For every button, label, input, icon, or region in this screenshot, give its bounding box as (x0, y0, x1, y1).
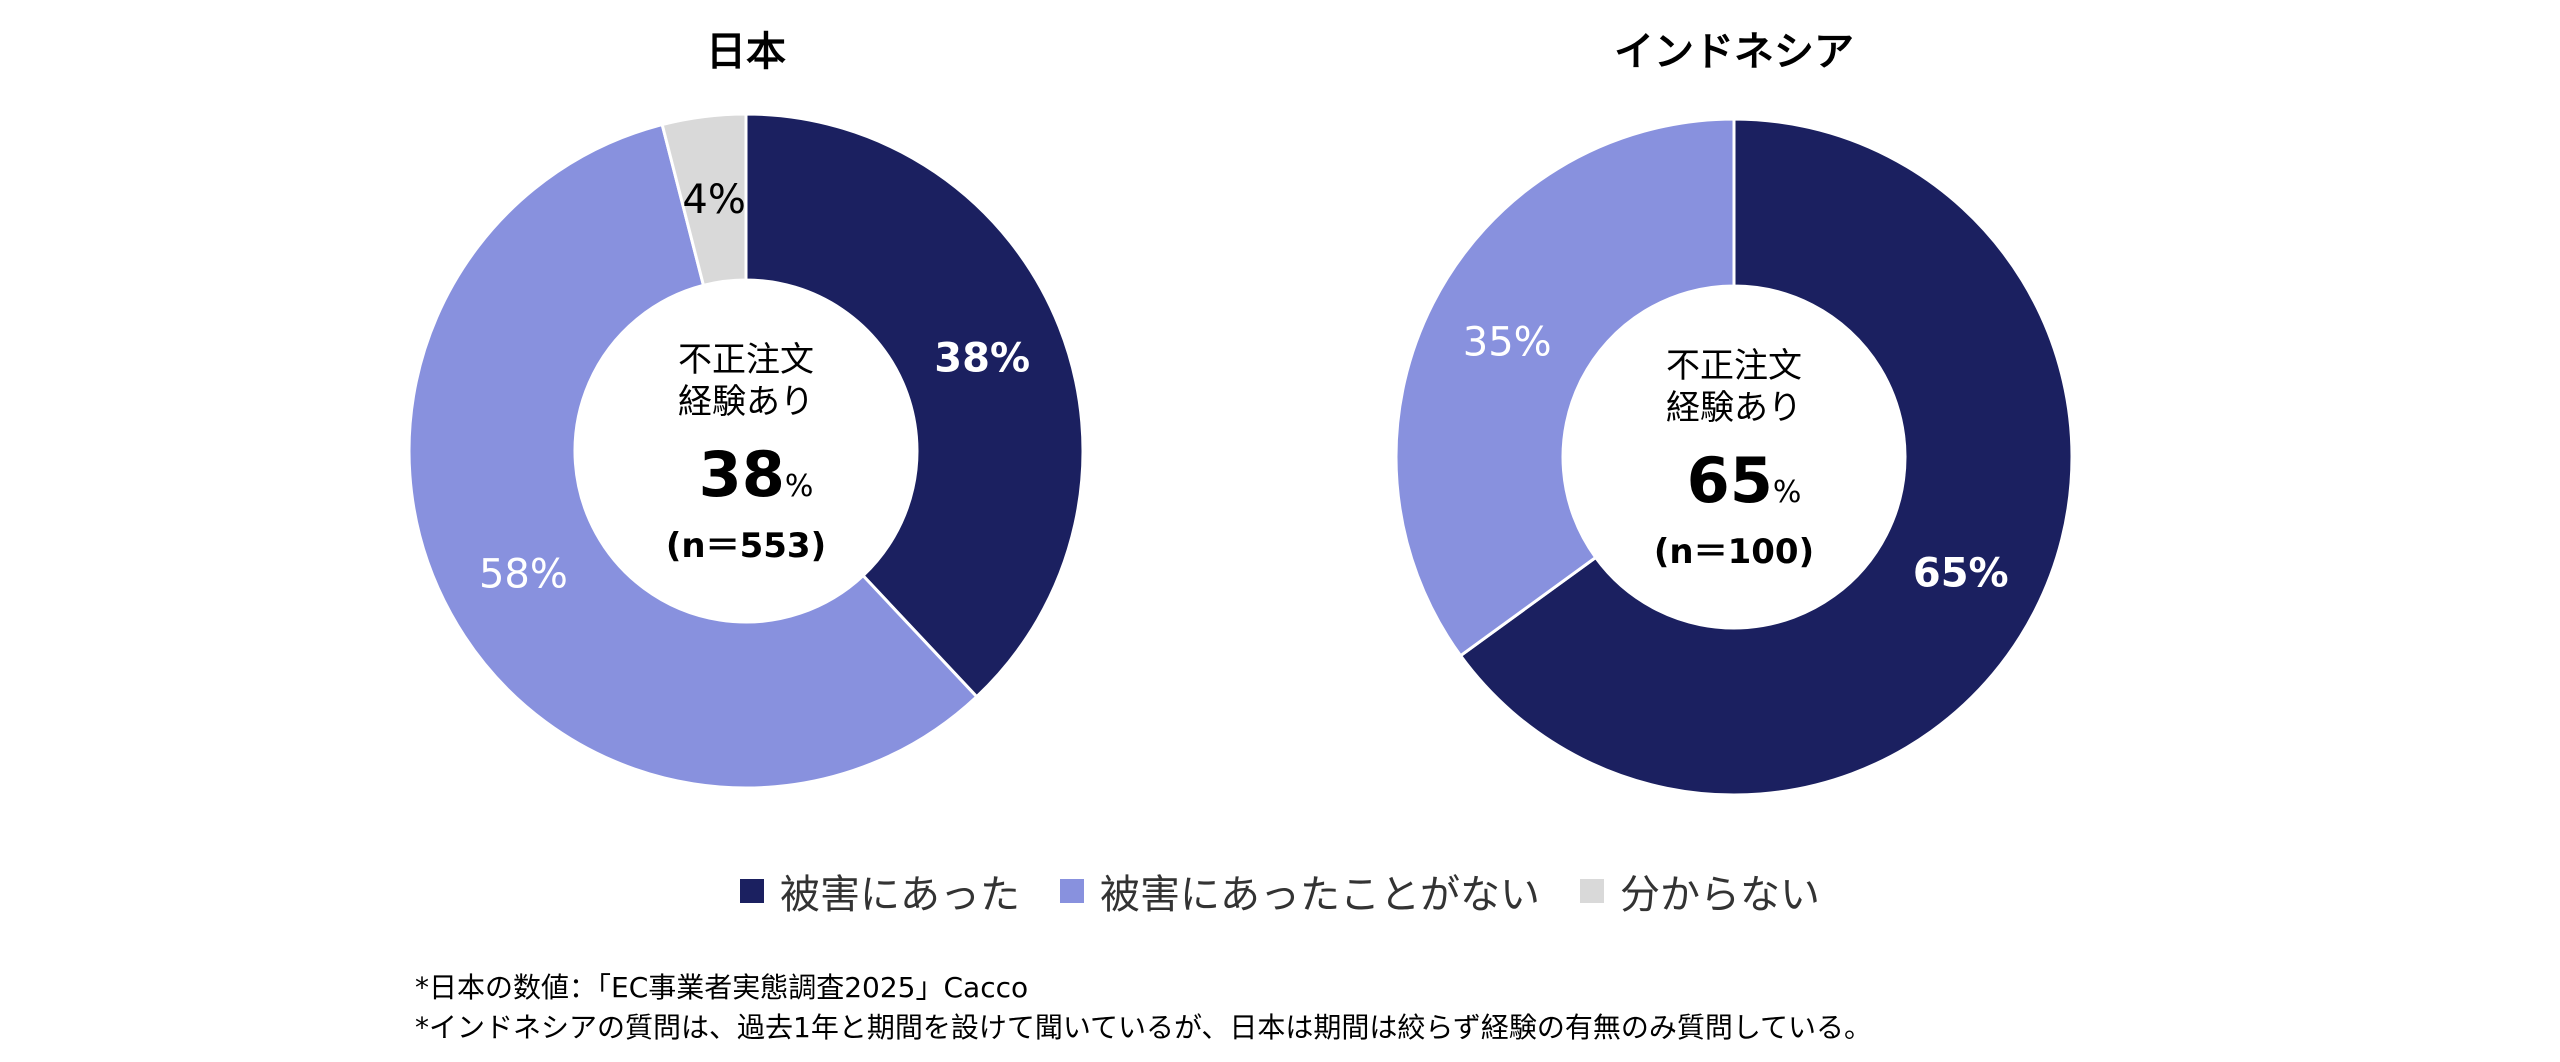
footnote: *日本の数値：「EC事業者実態調査2025」Cacco (415, 971, 1029, 1004)
legend-item-damaged: 被害にあった (740, 862, 1020, 920)
footnote: *インドネシアの質問は、過去1年と期間を設けて聞いているが、日本は期間は絞らず経… (415, 1011, 1873, 1044)
data-label: 58% (479, 551, 568, 597)
center-label: 不正注文 (1666, 346, 1802, 386)
donut-slice (744, 112, 1085, 699)
donut-slice (660, 112, 748, 288)
center-value-unit: % (1773, 475, 1802, 510)
chart-title: インドネシア (1614, 29, 1854, 75)
legend-swatch (1580, 879, 1604, 903)
sample-size: (n＝553) (666, 526, 826, 566)
center-label: 経験あり (678, 382, 814, 422)
center-value: 65% (1687, 444, 1802, 517)
center-value-number: 38 (699, 438, 785, 511)
center-value: 38% (699, 438, 814, 511)
chart-title: 日本 (706, 29, 786, 75)
legend-item-not-damaged: 被害にあったことがない (1060, 862, 1540, 920)
sample-size: (n＝100) (1654, 532, 1814, 572)
data-label: 65% (1913, 551, 2009, 597)
data-label: 38% (934, 335, 1030, 381)
data-label: 4% (682, 177, 745, 223)
legend-swatch (1060, 879, 1084, 903)
center-label: 不正注文 (678, 340, 814, 380)
legend-swatch (740, 879, 764, 903)
center-value-unit: % (785, 469, 814, 504)
donut-slice (1458, 117, 2074, 797)
data-label: 35% (1463, 319, 1552, 365)
footnotes: *日本の数値：「EC事業者実態調査2025」Cacco *インドネシアの質問は、… (415, 968, 1872, 1048)
legend: 被害にあった 被害にあったことがない 分からない (0, 862, 2560, 920)
donut-slice (1394, 117, 1736, 658)
center-label: 経験あり (1666, 388, 1802, 428)
legend-label: 分からない (1620, 872, 1820, 918)
center-value-number: 65 (1687, 444, 1773, 517)
donut-slice (407, 122, 979, 790)
legend-item-unknown: 分からない (1580, 862, 1820, 920)
legend-label: 被害にあったことがない (1100, 872, 1540, 918)
legend-label: 被害にあった (780, 872, 1020, 918)
